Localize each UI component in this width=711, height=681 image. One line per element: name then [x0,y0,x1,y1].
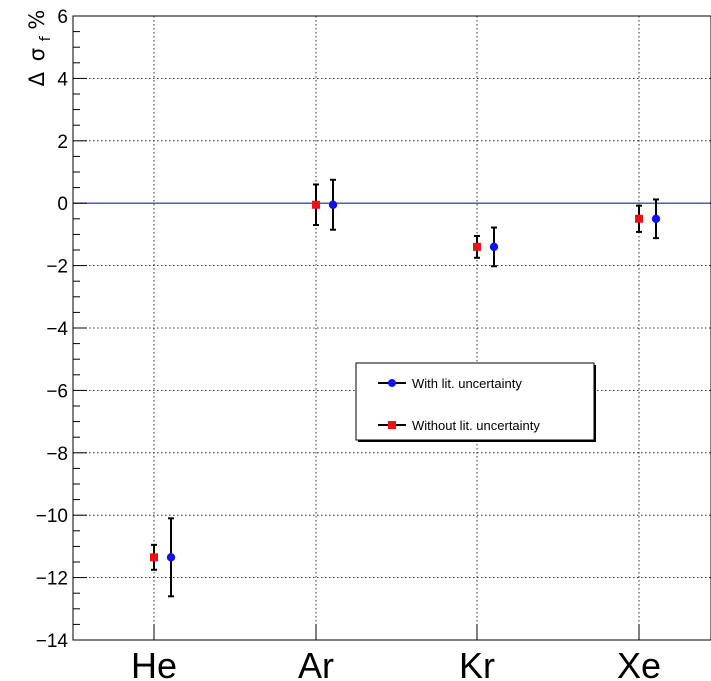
y-axis-label-subscript: f [38,35,54,41]
y-tick-label: −4 [46,319,68,340]
series-group [150,178,661,598]
y-tick-label: −14 [36,631,69,652]
legend-marker [388,379,396,387]
legend-marker [388,421,396,429]
data-point [489,242,499,252]
y-axis-label: Δ σ f % [25,10,55,87]
y-tick-label: 2 [57,132,68,153]
y-tick-label: −2 [46,257,68,278]
legend: With lit. uncertainty Without lit. uncert… [355,362,596,442]
y-axis-label-percent: % [25,10,49,30]
data-point [150,553,158,562]
legend-label: With lit. uncertainty [412,376,522,391]
axes: −14 −12 −10 −8 −6 −4 −2 0 2 4 6 He Ar Kr Xe [36,7,661,681]
y-axis-label-delta: Δ [25,71,49,86]
y-tick-label: −12 [36,569,68,590]
data-point [473,242,481,251]
data-point [328,200,338,209]
y-axis-label-sigma: σ [25,48,49,61]
data-point [312,200,320,209]
grid [73,16,711,640]
y-tick-label: 6 [57,7,68,28]
y-tick-label: −10 [36,506,68,527]
y-tick-label: −8 [46,444,68,465]
x-tick-label: Ar [298,645,334,681]
data-point [166,553,176,562]
data-point [651,214,661,223]
y-tick-label: −6 [46,381,68,402]
data-point [635,214,643,223]
x-tick-label: Kr [459,645,495,681]
y-tick-label: 4 [57,69,68,90]
y-tick-label: 0 [57,194,68,215]
x-tick-label: Xe [617,645,661,681]
svg-text:Δ σ f %: Δ σ f % [25,10,55,87]
x-tick-label: He [131,645,177,681]
legend-label: Without lit. uncertainty [412,418,540,433]
